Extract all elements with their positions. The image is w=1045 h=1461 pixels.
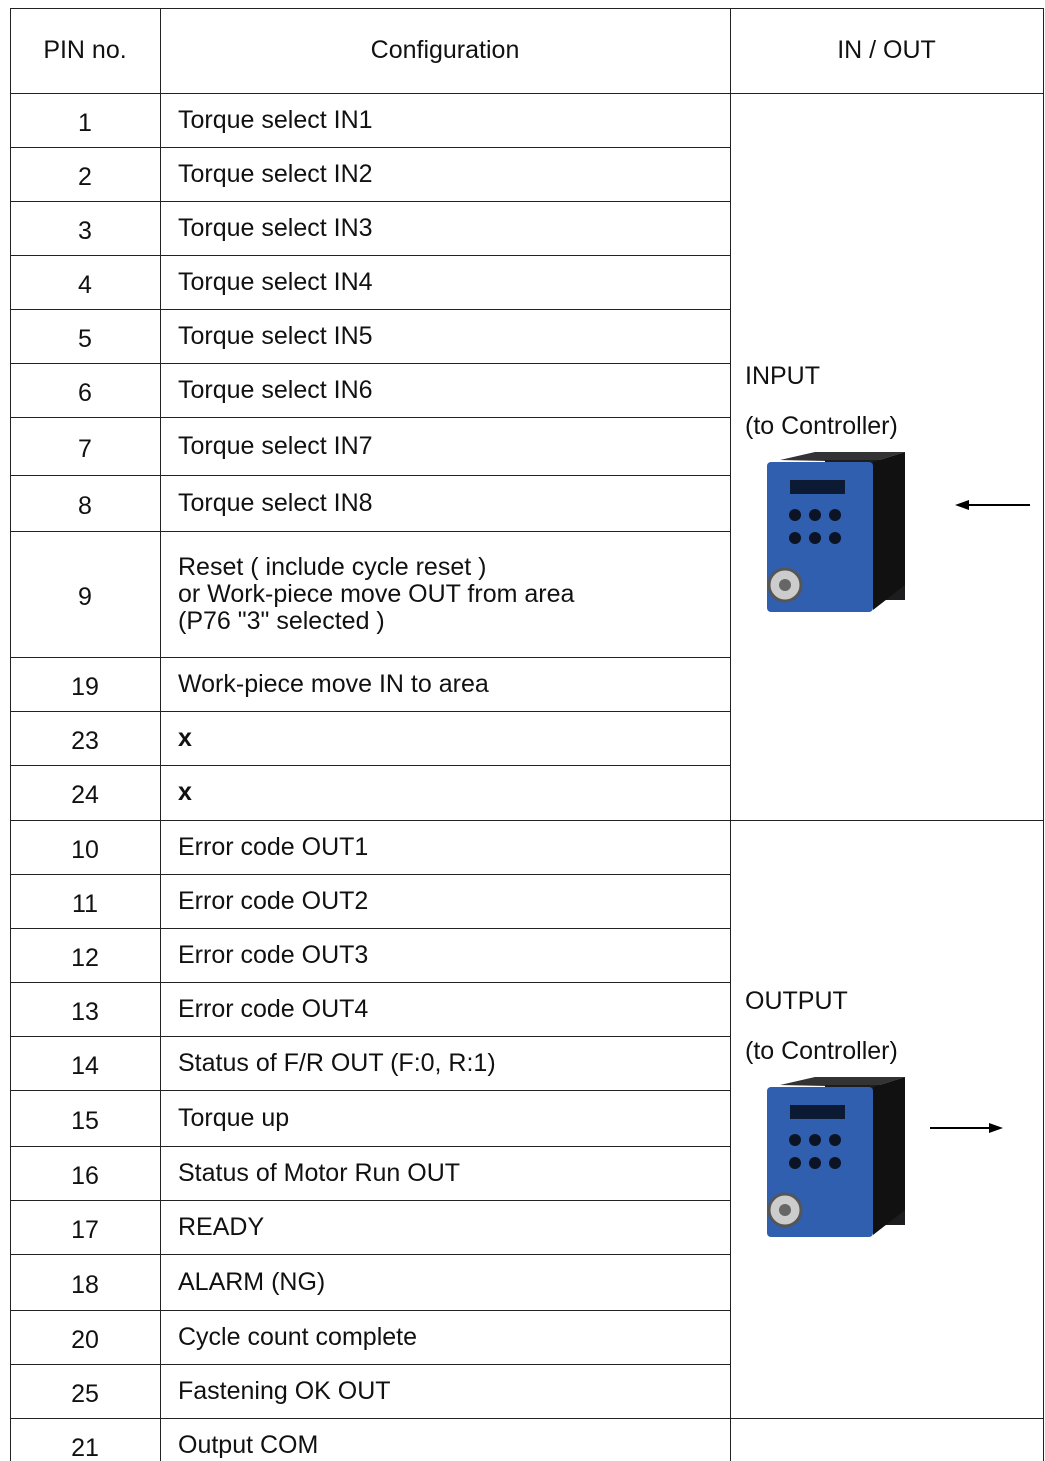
row-line: [10, 874, 730, 875]
pin-cell: 18: [71, 1270, 99, 1299]
config-cell: Torque select IN1: [178, 105, 373, 134]
config-cell: x: [178, 723, 192, 752]
pin-cell: 6: [78, 378, 92, 407]
border: [10, 8, 1043, 9]
group-sublabel: (to Controller): [745, 412, 898, 440]
pin-cell: 14: [71, 1051, 99, 1080]
pin-cell: 1: [78, 108, 92, 137]
row-line: [10, 417, 730, 418]
border: [160, 8, 161, 1461]
config-cell: Torque up: [178, 1103, 290, 1132]
row-line: [10, 1364, 730, 1365]
row-line: [10, 147, 730, 148]
header-inout: IN / OUT: [837, 36, 936, 64]
row-line: [10, 255, 730, 256]
pin-cell: 5: [78, 324, 92, 353]
border: [10, 8, 11, 1461]
config-cell: Torque select IN4: [178, 267, 373, 296]
row-line: [10, 820, 1043, 821]
row-line: [10, 1036, 730, 1037]
config-cell: Torque select IN5: [178, 321, 373, 350]
row-line: [10, 309, 730, 310]
pin-cell: 11: [72, 889, 98, 918]
group-label: OUTPUT: [745, 987, 848, 1015]
group-label: INPUT: [745, 362, 820, 390]
config-cell: Torque select IN6: [178, 375, 373, 404]
pin-cell: 15: [71, 1106, 99, 1135]
config-cell: Error code OUT2: [178, 886, 369, 915]
pin-cell: 25: [71, 1379, 99, 1408]
row-line: [10, 531, 730, 532]
border: [1043, 8, 1044, 1461]
row-line: [10, 765, 730, 766]
pin-cell: 24: [71, 781, 99, 809]
row-line: [10, 982, 730, 983]
row-line: [10, 1090, 730, 1091]
row-line: [10, 1200, 730, 1201]
pin-cell: 17: [71, 1215, 99, 1244]
group-sublabel: (to Controller): [745, 1037, 898, 1065]
config-cell: Work-piece move IN to area: [178, 669, 489, 698]
row-line: [10, 1254, 730, 1255]
row-line: [10, 1146, 730, 1147]
border: [730, 8, 731, 1461]
config-cell: Fastening OK OUT: [178, 1376, 391, 1405]
header-pin: PIN no.: [43, 36, 127, 64]
header-config: Configuration: [370, 36, 520, 64]
config-cell: x: [178, 778, 192, 806]
config-cell: Torque select IN8: [178, 488, 373, 517]
pin-cell: 23: [71, 726, 99, 755]
pin-cell: 13: [71, 997, 99, 1026]
config-cell: Status of F/R OUT (F:0, R:1): [178, 1048, 496, 1077]
controller-input: [767, 452, 1030, 612]
border: [10, 93, 1043, 94]
config-cell: ALARM (NG): [178, 1267, 326, 1296]
pin-cell: 3: [78, 216, 92, 245]
pin-cell: 16: [71, 1161, 99, 1190]
row-line: [10, 1310, 730, 1311]
config-cell: Status of Motor Run OUT: [178, 1158, 461, 1187]
pin-cell: 9: [78, 582, 92, 611]
row-line: [10, 928, 730, 929]
pin-cell: 20: [71, 1325, 99, 1354]
row-line: [10, 711, 730, 712]
config-cell: Error code OUT4: [178, 994, 369, 1023]
pin-cell: 2: [78, 162, 92, 191]
pin-cell: 19: [71, 672, 99, 701]
config-cell: Error code OUT3: [178, 940, 369, 969]
config-cell: Torque select IN3: [178, 213, 373, 242]
pin-cell: 10: [71, 835, 99, 864]
config-cell: Cycle count complete: [178, 1322, 418, 1351]
pin-cell: 4: [78, 270, 92, 299]
config-cell: Error code OUT1: [178, 832, 369, 861]
controller-output: [767, 1077, 1003, 1237]
config-cell: Torque select IN7: [178, 431, 373, 460]
config-cell: Output COM: [178, 1430, 319, 1459]
pin-cell: 12: [71, 943, 99, 972]
row-line: [10, 1418, 1043, 1419]
row-line: [10, 475, 730, 476]
row-line: [10, 657, 730, 658]
pin-cell: 21: [71, 1433, 99, 1461]
config-cell: Reset ( include cycle reset ) or Work-pi…: [178, 552, 575, 635]
pin-cell: 7: [78, 434, 92, 463]
config-cell: READY: [178, 1212, 265, 1241]
row-line: [10, 363, 730, 364]
config-cell: Torque select IN2: [178, 159, 373, 188]
pin-cell: 8: [78, 491, 92, 520]
row-line: [10, 201, 730, 202]
